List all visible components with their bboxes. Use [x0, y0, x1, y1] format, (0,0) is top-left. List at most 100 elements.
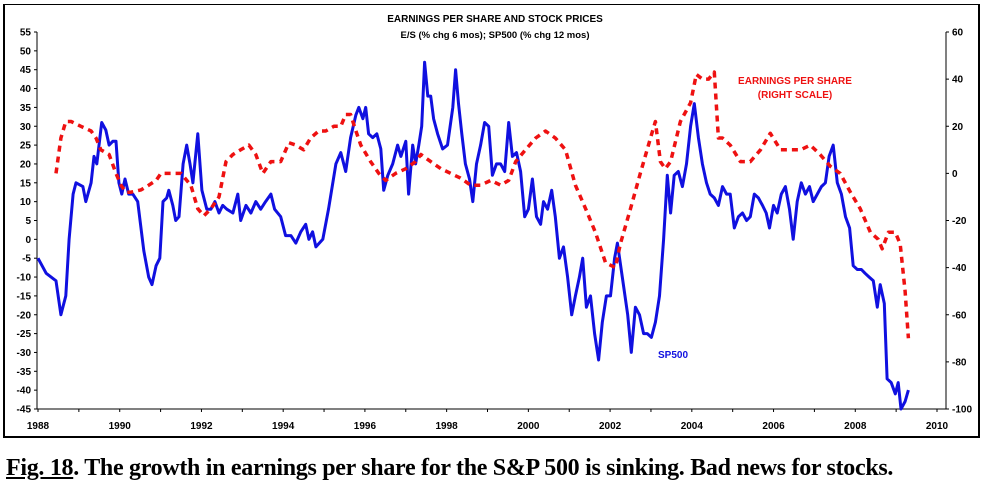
left-tick-label: -25 — [17, 329, 32, 340]
sp500-data-point — [868, 276, 870, 278]
chart-subtitle: E/S (% chg 6 mos); SP500 (% chg 12 mos) — [401, 30, 590, 41]
sp500-data-point — [168, 190, 170, 192]
eps-series-sublabel: (RIGHT SCALE) — [758, 90, 832, 101]
sp500-data-point — [686, 163, 688, 165]
sp500-data-point — [832, 144, 834, 146]
eps-data-point — [877, 239, 879, 241]
sp500-data-point — [670, 212, 672, 214]
caption-text: . The growth in earnings per share for t… — [73, 455, 894, 481]
sp500-data-point — [590, 295, 592, 297]
sp500-data-point — [900, 408, 902, 410]
eps-data-point — [240, 149, 242, 151]
sp500-data-point — [480, 144, 482, 146]
sp500-data-point — [512, 156, 514, 158]
left-tick-label: 5 — [25, 216, 31, 227]
sp500-data-point — [166, 197, 168, 199]
eps-data-point — [460, 177, 462, 179]
sp500-data-point — [769, 227, 771, 229]
eps-data-point — [575, 184, 577, 186]
sp500-data-point — [60, 314, 62, 316]
sp500-data-point — [290, 235, 292, 237]
sp500-data-point — [801, 182, 803, 184]
sp500-data-point — [500, 163, 502, 165]
sp500-data-point — [773, 205, 775, 207]
eps-data-point — [770, 133, 772, 135]
eps-data-point — [303, 149, 305, 151]
sp500-data-point — [400, 156, 402, 158]
right-tick-label: -60 — [952, 310, 967, 321]
left-tick-label: 55 — [20, 28, 32, 39]
sp500-data-point — [606, 295, 608, 297]
sp500-data-point — [792, 239, 794, 241]
sp500-data-point — [659, 295, 661, 297]
sp500-data-point — [864, 273, 866, 275]
sp500-data-point — [722, 186, 724, 188]
sp500-data-point — [504, 171, 506, 173]
left-tick-label: 30 — [20, 122, 32, 133]
sp500-data-point — [368, 133, 370, 135]
eps-series-label: EARNINGS PER SHARE — [738, 76, 852, 87]
eps-data-point — [378, 173, 380, 175]
sp500-data-point — [690, 126, 692, 128]
sp500-data-point — [124, 178, 126, 180]
sp500-data-point — [260, 208, 262, 210]
right-tick-label: -100 — [952, 405, 972, 416]
sp500-data-point — [182, 163, 184, 165]
left-tick-label: 10 — [20, 197, 32, 208]
sp500-data-point — [418, 144, 420, 146]
sp500-data-point — [886, 378, 888, 380]
sp500-data-point — [85, 201, 87, 203]
eps-data-point — [680, 121, 682, 123]
eps-data-point — [95, 137, 97, 139]
eps-data-point — [595, 232, 597, 234]
sp500-data-point — [484, 122, 486, 124]
sp500-data-point — [55, 280, 57, 282]
eps-data-point — [620, 243, 622, 245]
eps-data-point — [555, 137, 557, 139]
sp500-data-point — [372, 137, 374, 139]
eps-data-point — [899, 243, 901, 245]
eps-data-point — [640, 173, 642, 175]
sp500-data-point — [551, 190, 553, 192]
sp500-data-point — [151, 284, 153, 286]
sp500-data-point — [383, 190, 385, 192]
x-tick-label: 1992 — [190, 421, 213, 432]
eps-data-point — [670, 161, 672, 163]
sp500-data-point — [586, 306, 588, 308]
x-tick-label: 1990 — [109, 421, 132, 432]
sp500-data-point — [635, 306, 637, 308]
sp500-data-point — [879, 284, 881, 286]
sp500-data-point — [702, 163, 704, 165]
x-tick-label: 2006 — [762, 421, 785, 432]
sp500-data-point — [328, 208, 330, 210]
sp500-data-point — [455, 69, 457, 71]
eps-data-point — [790, 149, 792, 151]
sp500-data-point — [895, 393, 897, 395]
sp500-data-point — [175, 220, 177, 222]
sp500-data-point — [492, 175, 494, 177]
sp500-data-point — [762, 205, 764, 207]
left-tick-label: -15 — [17, 291, 32, 302]
sp500-data-point — [315, 246, 317, 248]
chart-frame — [3, 4, 980, 438]
sp500-data-point — [543, 201, 545, 203]
sp500-data-point — [90, 182, 92, 184]
eps-data-point — [148, 184, 150, 186]
sp500-data-point — [667, 175, 669, 177]
sp500-data-point — [610, 295, 612, 297]
left-tick-label: -40 — [17, 386, 32, 397]
sp500-data-point — [821, 186, 823, 188]
sp500-data-point — [524, 216, 526, 218]
eps-data-point — [702, 78, 704, 80]
eps-data-point — [585, 208, 587, 210]
sp500-data-point — [904, 401, 906, 403]
sp500-data-point — [365, 107, 367, 109]
sp500-data-point — [355, 114, 357, 116]
sp500-data-point — [547, 208, 549, 210]
eps-data-point — [90, 130, 92, 132]
sp500-data-point — [563, 246, 565, 248]
eps-data-point — [395, 173, 397, 175]
sp500-data-point — [472, 201, 474, 203]
sp500-data-point — [408, 193, 410, 195]
eps-data-point — [160, 173, 162, 175]
